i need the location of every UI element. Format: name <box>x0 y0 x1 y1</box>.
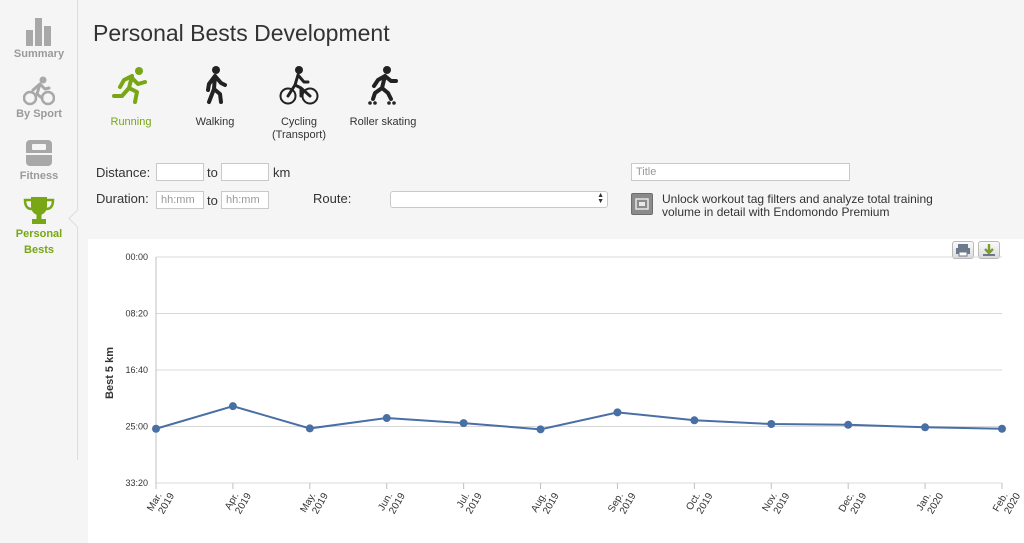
duration-from-input[interactable] <box>156 191 204 209</box>
data-point[interactable] <box>152 424 160 433</box>
route-label: Route: <box>313 191 352 206</box>
sidebar: Summary By Sport Fitness Personal Bests <box>0 0 78 543</box>
premium-lock-icon[interactable] <box>631 193 653 215</box>
x-tick-label: Sep.2019 <box>606 485 639 519</box>
data-point[interactable] <box>305 424 314 433</box>
print-button[interactable] <box>952 241 974 259</box>
y-tick-label: 25:00 <box>125 422 148 432</box>
sidebar-label-by-sport: By Sport <box>16 108 62 120</box>
x-tick-label: May.2019 <box>298 485 331 520</box>
y-tick-label: 08:20 <box>125 309 148 319</box>
duration-to-input[interactable] <box>221 191 269 209</box>
scale-icon <box>26 140 52 166</box>
duration-to-label: to <box>207 193 218 208</box>
sidebar-item-summary[interactable]: Summary <box>0 16 78 62</box>
data-point[interactable] <box>998 424 1006 433</box>
y-tick-label: 16:40 <box>125 365 148 375</box>
distance-unit-label: km <box>273 165 291 180</box>
bar-chart-icon <box>26 18 51 46</box>
series-line <box>155 405 1003 431</box>
route-select-value <box>391 196 395 208</box>
x-tick-label: Dec.2019 <box>837 485 870 519</box>
data-point[interactable] <box>767 420 776 429</box>
data-point[interactable] <box>613 408 622 417</box>
distance-to-label: to <box>207 165 218 180</box>
data-point[interactable] <box>690 416 699 425</box>
sport-roller-skating[interactable]: Roller skating <box>338 66 428 129</box>
cycling-icon <box>279 66 319 105</box>
data-point[interactable] <box>844 420 853 429</box>
x-tick-label: Jul.2019 <box>455 485 485 516</box>
x-tick-label: Nov.2019 <box>760 485 792 519</box>
x-tick-label: Feb.2020 <box>991 485 1023 519</box>
sidebar-divider <box>77 0 78 460</box>
distance-to-input[interactable] <box>221 163 269 181</box>
y-axis-title: Best 5 km <box>104 347 116 399</box>
chart-series <box>152 402 1006 434</box>
walking-icon <box>206 66 227 104</box>
chart-panel <box>88 239 1024 543</box>
sport-label-cycling: Cycling (Transport) <box>272 116 326 141</box>
roller-skating-icon <box>368 66 398 105</box>
tag-filter-icon <box>635 198 649 210</box>
sidebar-item-personal-bests[interactable]: Personal Bests <box>0 196 78 258</box>
data-point[interactable] <box>382 414 391 423</box>
x-tick-label: Mar.2019 <box>145 485 177 518</box>
sidebar-label-fitness: Fitness <box>19 170 59 182</box>
distance-label: Distance: <box>96 165 151 180</box>
route-select[interactable]: ▲ ▼ <box>390 191 608 208</box>
duration-label: Duration: <box>96 191 149 206</box>
x-tick-label: Jun.2019 <box>376 485 408 518</box>
sport-label-roller-skating: Roller skating <box>349 116 417 128</box>
sport-running[interactable]: Running <box>86 66 176 129</box>
sidebar-label-personal-bests: Personal Bests <box>15 228 63 256</box>
data-point[interactable] <box>228 402 237 411</box>
sidebar-item-by-sport[interactable]: By Sport <box>0 76 78 122</box>
distance-from-input[interactable] <box>156 163 204 181</box>
print-icon <box>956 244 970 257</box>
sidebar-item-fitness[interactable]: Fitness <box>0 138 78 184</box>
page-title: Personal Bests Development <box>93 20 390 46</box>
chart-grid <box>156 256 1002 484</box>
sidebar-label-summary: Summary <box>13 48 65 60</box>
data-point[interactable] <box>536 425 545 434</box>
data-point[interactable] <box>921 423 930 432</box>
sport-walking[interactable]: Walking <box>170 66 260 129</box>
sport-cycling-transport[interactable]: Cycling (Transport) <box>254 66 344 142</box>
download-button[interactable] <box>978 241 1000 259</box>
y-tick-label: 33:20 <box>125 478 148 488</box>
data-point[interactable] <box>459 419 468 428</box>
x-tick-label: Apr.2019 <box>223 485 254 517</box>
premium-upsell-text[interactable]: Unlock workout tag filters and analyze t… <box>662 192 933 219</box>
title-input[interactable] <box>631 163 850 181</box>
sport-label-running: Running <box>110 116 152 128</box>
sport-label-walking: Walking <box>195 116 235 128</box>
running-icon <box>112 67 147 104</box>
x-tick-label: Aug.2019 <box>529 485 562 519</box>
trophy-icon <box>23 197 55 224</box>
x-tick-label: Jan.2020 <box>915 485 947 518</box>
download-icon <box>983 244 995 256</box>
y-tick-label: 00:00 <box>125 252 148 262</box>
x-tick-label: Oct.2019 <box>684 485 715 517</box>
cyclist-icon <box>23 76 55 106</box>
select-arrows-icon: ▲ ▼ <box>597 192 604 205</box>
